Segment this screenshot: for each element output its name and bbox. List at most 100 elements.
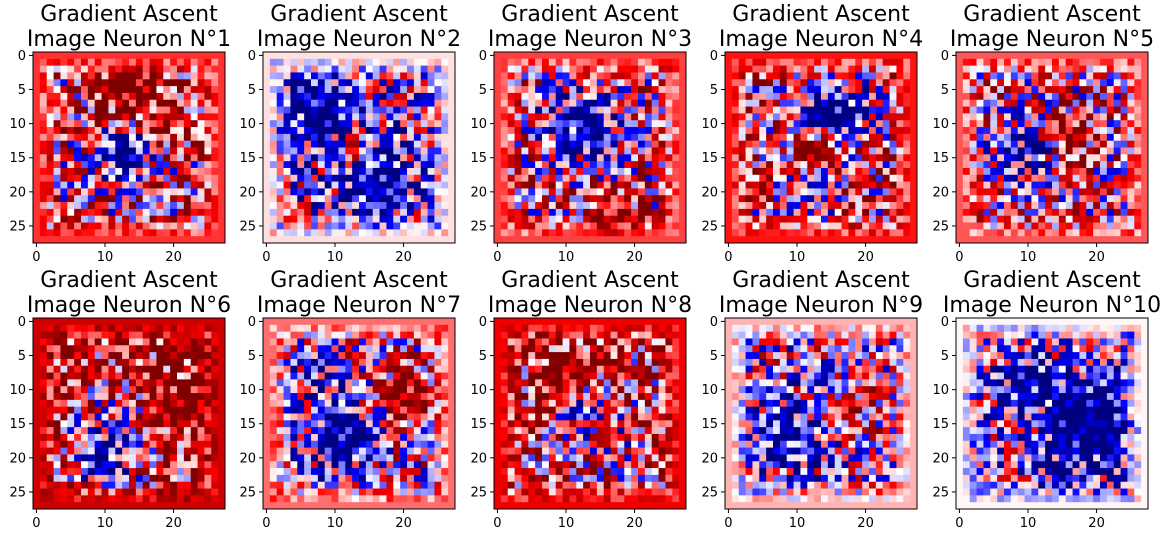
heatmap-cell <box>1079 58 1087 67</box>
heatmap-cell <box>617 86 625 94</box>
heatmap-cell <box>1024 181 1032 189</box>
heatmap-cell <box>962 154 971 162</box>
heatmap-cell <box>263 181 271 189</box>
heatmap-cell <box>204 440 212 449</box>
heatmap-cell <box>1127 147 1135 155</box>
heatmap-cell <box>624 236 632 244</box>
heatmap-cell <box>372 318 380 326</box>
heatmap-cell <box>324 202 332 210</box>
heatmap-cell <box>997 79 1005 87</box>
heatmap-cell <box>983 195 991 203</box>
heatmap-cell <box>177 99 185 107</box>
heatmap-cell <box>46 331 54 339</box>
heatmap-cell <box>345 222 353 230</box>
heatmap-cell <box>869 188 877 196</box>
heatmap-cell <box>427 324 435 333</box>
heatmap-cell <box>345 181 353 189</box>
heatmap-cell <box>731 106 740 114</box>
heatmap-cell <box>33 324 41 333</box>
heatmap-cell <box>317 236 326 244</box>
heatmap-cell <box>177 427 185 435</box>
heatmap-cell <box>576 195 584 203</box>
heatmap-cell <box>163 86 171 94</box>
heatmap-cell <box>46 345 54 353</box>
heatmap-cell <box>1031 229 1039 237</box>
heatmap-cell <box>665 229 673 237</box>
heatmap-cell <box>535 92 543 101</box>
heatmap-cells <box>33 52 226 244</box>
heatmap-cell <box>324 174 332 183</box>
heatmap-cell <box>752 127 760 135</box>
heatmap-cell <box>163 99 171 107</box>
heatmap-cell <box>163 433 171 442</box>
heatmap-cell <box>211 92 219 101</box>
heatmap-cell <box>448 161 456 169</box>
heatmap-cell <box>862 52 870 60</box>
heatmap-cell <box>67 106 75 114</box>
heatmap-cell <box>889 147 897 155</box>
heatmap-cell <box>752 140 760 148</box>
heatmap-cell <box>67 331 75 339</box>
heatmap-cell <box>317 147 326 155</box>
heatmap-cell <box>725 161 733 169</box>
heatmap-cell <box>218 461 226 469</box>
heatmap-cell <box>1017 127 1025 135</box>
heatmap-cell <box>521 195 529 203</box>
heatmap-cell <box>386 52 394 60</box>
heatmap-cell <box>962 229 971 237</box>
heatmap-cell <box>434 58 442 67</box>
heatmap-cell <box>821 140 829 148</box>
heatmap-cell <box>786 147 794 155</box>
heatmap-cell <box>889 229 897 237</box>
heatmap-cell <box>156 174 164 183</box>
heatmap-cell <box>562 188 570 196</box>
heatmap-cell <box>1024 72 1032 80</box>
heatmap-cell <box>448 58 456 67</box>
heatmap-cell <box>997 154 1005 162</box>
heatmap-cell <box>365 99 374 107</box>
y-tick-label: 20 <box>9 451 26 466</box>
heatmap-cell <box>177 195 185 203</box>
heatmap-cell <box>617 106 625 114</box>
heatmap-cell <box>983 188 991 196</box>
heatmap-cell <box>108 92 116 101</box>
heatmap-cell <box>969 161 977 169</box>
heatmap-cell <box>149 495 157 503</box>
heatmap-cell <box>407 113 415 121</box>
heatmap-cell <box>211 202 219 210</box>
heatmap-cell <box>170 318 178 326</box>
heatmap-cell <box>441 229 449 237</box>
heatmap-cell <box>494 167 502 176</box>
heatmap-cell <box>1017 52 1025 60</box>
heatmap-cell <box>1058 181 1067 189</box>
heatmap-cell <box>827 167 836 176</box>
heatmap-cell <box>800 133 808 142</box>
heatmap-cell <box>311 52 319 60</box>
heatmap-cell <box>149 79 157 87</box>
heatmap-cell <box>745 127 753 135</box>
heatmap-cell <box>1065 113 1073 121</box>
heatmap-cell <box>548 154 557 162</box>
heatmap-cell <box>800 113 808 121</box>
heatmap-cell <box>738 181 746 189</box>
heatmap-cell <box>81 413 89 421</box>
heatmap-cell <box>420 236 428 244</box>
heatmap-cell <box>983 99 991 107</box>
heatmap-cell <box>814 147 822 155</box>
heatmap-cell <box>81 161 89 169</box>
heatmap-cell <box>74 161 82 169</box>
heatmap-cell <box>149 154 157 162</box>
heatmap-cell <box>101 352 109 360</box>
heatmap-cell <box>218 222 226 230</box>
heatmap-cell <box>94 502 102 510</box>
heatmap-cell <box>548 106 557 114</box>
heatmap-cell <box>67 365 75 373</box>
heatmap-cell <box>1017 154 1025 162</box>
heatmap-cell <box>576 52 584 60</box>
heatmap-cell <box>962 92 971 101</box>
heatmap-cell <box>39 133 48 142</box>
heatmap-cell <box>793 147 801 155</box>
heatmap-cell <box>170 331 178 339</box>
heatmap-cell <box>94 406 102 414</box>
heatmap-cell <box>562 133 570 142</box>
